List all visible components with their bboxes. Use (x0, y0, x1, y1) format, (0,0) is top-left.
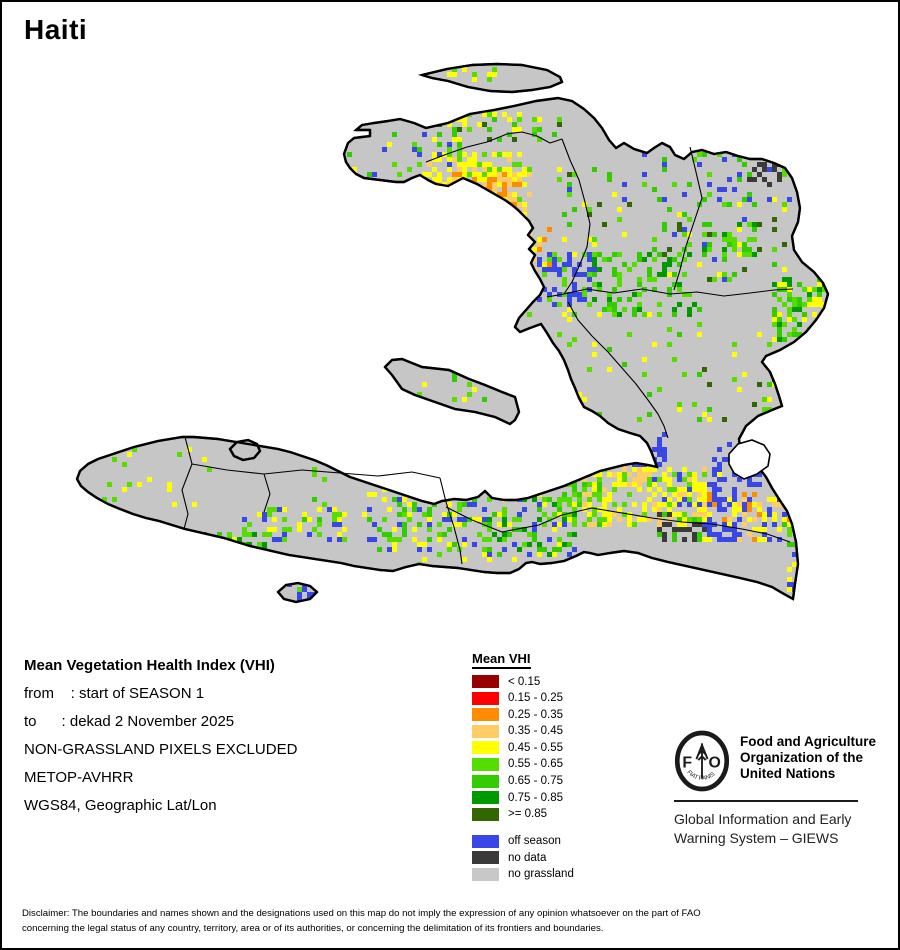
fao-logo-wheat (695, 743, 709, 779)
legend-item: no data (472, 851, 574, 865)
legend-swatch (472, 675, 499, 688)
disclaimer-line2: concerning the legal status of any count… (22, 922, 604, 934)
info-heading: Mean Vegetation Health Index (VHI) (24, 657, 275, 674)
fao-logo: F O FIAT PANIS (674, 730, 730, 792)
legend-item: no grassland (472, 867, 574, 881)
legend-label: 0.15 - 0.25 (508, 692, 563, 705)
legend-label: 0.55 - 0.65 (508, 758, 563, 771)
info-line-to: to : dekad 2 November 2025 (24, 713, 235, 730)
legend-item: >= 0.85 (472, 807, 574, 821)
legend-swatch (472, 691, 499, 705)
fao-logo-letter-o: O (709, 755, 721, 772)
legend-swatch (472, 774, 499, 788)
legend-label: 0.75 - 0.85 (508, 791, 563, 804)
info-line-from: from : start of SEASON 1 (24, 685, 205, 702)
haiti-vhi-map (75, 62, 830, 604)
legend-rows: < 0.15 0.15 - 0.25 0.25 - 0.35 0.35 - 0.45 0… (472, 675, 574, 881)
coastline-overlay (75, 62, 830, 604)
legend-swatch (472, 851, 499, 865)
info-line-proj: WGS84, Geographic Lat/Lon (24, 797, 217, 814)
map-info-block: Mean Vegetation Health Index (VHI) from … (24, 652, 297, 820)
giews-name: Global Information and Early Warning Sys… (674, 811, 852, 846)
legend-swatch (472, 791, 499, 805)
legend-label: no grassland (508, 868, 574, 881)
legend-label: no data (508, 851, 547, 864)
legend-title: Mean VHI (472, 651, 531, 669)
legend-swatch (472, 834, 499, 848)
legend-label: 0.25 - 0.35 (508, 708, 563, 721)
legend-label: >= 0.85 (508, 808, 548, 821)
legend-item: 0.75 - 0.85 (472, 791, 574, 805)
disclaimer-line1: Disclaimer: The boundaries and names sho… (22, 908, 701, 919)
disclaimer: Disclaimer: The boundaries and names sho… (22, 907, 886, 936)
legend-swatch (472, 708, 499, 722)
fao-logo-letter-f: F (682, 755, 692, 772)
legend-item: 0.25 - 0.35 (472, 708, 574, 722)
legend-swatch (472, 807, 499, 821)
legend-item: 0.55 - 0.65 (472, 757, 574, 771)
info-line-pixels: NON-GRASSLAND PIXELS EXCLUDED (24, 741, 298, 758)
legend-item: 0.15 - 0.25 (472, 691, 574, 705)
legend-label: 0.65 - 0.75 (508, 775, 563, 788)
fao-org-name: Food and Agriculture Organization of the… (740, 734, 876, 781)
legend-item: 0.35 - 0.45 (472, 724, 574, 738)
legend-swatch (472, 867, 499, 881)
legend-label: off season (508, 835, 561, 848)
lake-azuei (728, 439, 771, 480)
legend-swatch (472, 741, 499, 755)
legend-label: < 0.15 (508, 675, 541, 688)
legend-item: 0.45 - 0.55 (472, 741, 574, 755)
fao-divider (674, 800, 858, 802)
legend-swatch (472, 724, 499, 738)
legend-item: < 0.15 (472, 675, 574, 688)
legend-label: 0.45 - 0.55 (508, 741, 563, 754)
legend-swatch (472, 757, 499, 771)
legend-label: 0.35 - 0.45 (508, 725, 563, 738)
department-boundaries (181, 131, 794, 565)
legend-item: off season (472, 834, 574, 848)
info-line-sensor: METOP-AVHRR (24, 769, 134, 786)
page-title: Haiti (24, 14, 88, 45)
legend: Mean VHI < 0.15 0.15 - 0.25 0.25 - 0.35 0.3… (472, 650, 574, 885)
legend-item: 0.65 - 0.75 (472, 774, 574, 788)
